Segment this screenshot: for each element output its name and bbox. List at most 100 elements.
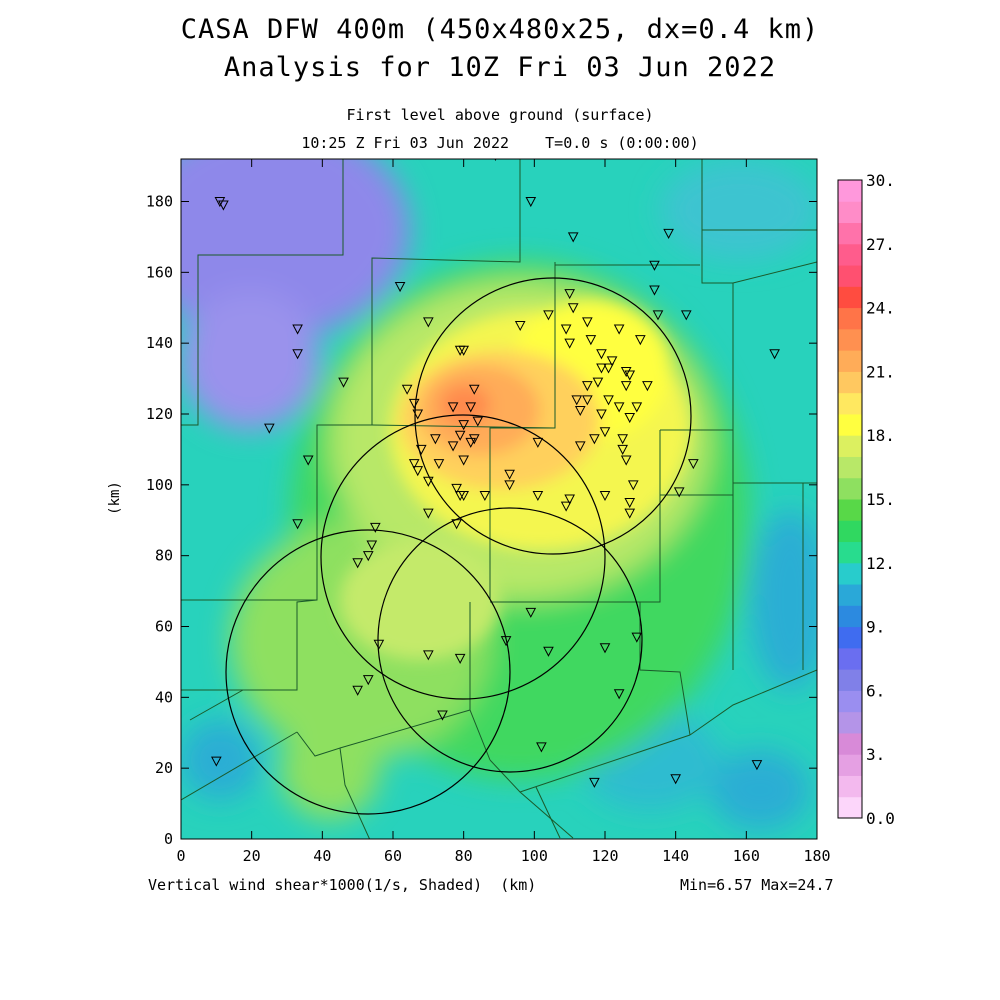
station-marker [627,480,639,491]
y-tick-label: 160 [146,263,173,281]
station-marker [532,437,544,448]
station-marker [412,466,424,477]
station-marker [596,349,607,360]
colorbar-swatch [838,732,862,755]
station-marker [617,434,628,445]
station-marker [479,490,491,502]
station-marker [532,490,544,502]
station-marker [649,260,660,271]
station-marker [571,395,583,406]
station-marker [631,632,643,643]
station-marker [468,434,480,445]
station-marker [373,639,385,650]
y-tick-label: 60 [155,618,173,636]
station-marker [560,501,572,512]
station-marker [603,395,614,406]
colorbar-label: 24. [866,299,895,318]
station-marker [465,437,477,448]
station-marker [352,558,363,569]
colorbar-label: 9. [866,618,885,637]
station-marker [468,384,480,395]
station-marker [603,363,614,374]
station-marker [430,434,441,445]
plot-title-line1: CASA DFW 400m (450x480x25, dx=0.4 km) [180,14,820,45]
plot-subtitle-level: First level above ground (surface) [346,106,654,124]
colorbar-swatch [838,562,862,585]
y-tick-label: 0 [164,830,173,848]
y-tick-label: 140 [146,334,173,352]
county-boundaries [181,159,817,839]
station-marker [564,494,575,505]
colorbar-swatch [838,307,862,330]
station-marker [624,498,636,509]
station-marker [560,324,572,335]
station-marker [567,232,579,243]
station-marker [624,508,636,519]
colorbar-swatch [838,711,862,734]
station-marker [649,285,660,296]
station-marker [536,742,547,753]
station-marker [366,540,378,551]
x-tick-label: 20 [243,847,261,865]
colorbar-swatch [838,541,862,564]
station-marker [394,282,406,293]
station-marker [423,317,434,328]
station-marker [620,367,632,378]
station-marker [582,317,593,328]
station-marker [525,197,537,208]
colorbar-swatch [838,265,862,287]
x-tick-label: 40 [313,847,331,865]
station-marker [292,324,303,335]
station-marker [504,480,515,491]
colorbar-swatch [838,584,862,606]
station-marker [680,310,692,321]
station-marker [211,756,222,767]
station-marker [447,441,459,452]
plot-frame [180,158,818,840]
colorbar-swatch [838,796,862,819]
colorbar-swatch [838,243,862,266]
colorbar-swatch [838,775,862,798]
x-tick-label: 120 [591,847,618,865]
station-marker [458,455,469,466]
radar-range-rings [225,277,692,815]
station-marker [214,197,226,208]
station-marker [423,650,434,661]
y-tick-label: 20 [155,759,173,777]
station-marker [451,483,462,494]
x-tick-label: 60 [384,847,402,865]
y-tick-label: 120 [146,405,173,423]
colorbar-swatch [838,371,862,394]
colorbar-swatch [838,626,862,649]
colorbar-label: 12. [866,554,895,573]
colorbar-label: 27. [866,235,895,254]
station-marker [620,381,632,392]
station-marker [543,310,554,321]
colorbar-swatch [838,669,862,691]
colorbar-swatch [838,222,862,245]
colorbar-swatch [838,690,862,713]
plot-title-line2: Analysis for 10Z Fri 03 Jun 2022 [223,52,777,83]
colorbar-swatch [838,456,862,479]
y-tick-label: 80 [155,547,173,565]
x-tick-label: 0 [176,847,185,865]
colorbar-label: 6. [866,681,885,700]
field-label: Vertical wind shear*1000(1/s, Shaded) (k… [148,876,537,894]
station-marker [465,402,477,413]
colorbar-swatch [838,328,862,351]
station-marker [567,303,579,314]
x-tick-label: 160 [733,847,760,865]
station-marker [423,508,434,519]
station-marker [596,409,607,420]
station-marker [504,469,515,480]
station-marker [606,356,618,367]
station-marker [589,434,600,445]
station-marker [408,459,420,470]
x-tick-label: 140 [662,847,689,865]
station-marker [624,413,636,424]
station-marker [454,653,466,664]
colorbar-swatch [838,392,862,415]
station-marker [292,519,303,530]
x-tick-label: 80 [455,847,473,865]
station-marker [458,345,469,356]
